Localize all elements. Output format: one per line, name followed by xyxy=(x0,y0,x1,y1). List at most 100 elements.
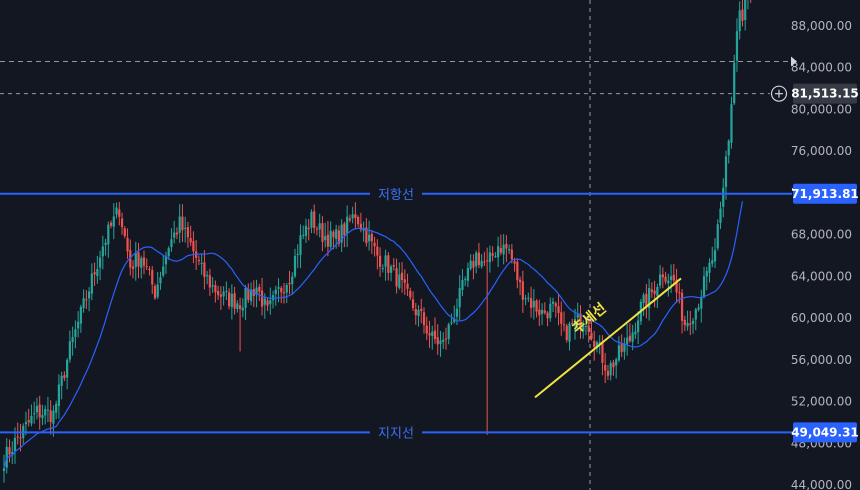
candle-body xyxy=(260,290,264,307)
crosshair-price-badge xyxy=(793,83,857,104)
candle-body xyxy=(395,268,398,287)
candle-body xyxy=(508,249,511,251)
candle-body xyxy=(27,420,30,423)
candle-body xyxy=(689,323,692,325)
candle-body xyxy=(343,223,346,236)
candle-body xyxy=(411,299,415,308)
candle-body xyxy=(661,274,664,278)
candle-body xyxy=(46,409,50,411)
price-marker-arrow-icon xyxy=(791,56,797,67)
price-tick-label: 64,000.00 xyxy=(791,269,852,283)
candle-body xyxy=(68,341,71,360)
candle-body xyxy=(189,238,192,243)
add-alert-plus-icon[interactable] xyxy=(770,85,788,102)
candle-body xyxy=(477,252,481,265)
candle-body xyxy=(129,250,132,268)
candle-body xyxy=(321,223,324,242)
candle-body xyxy=(587,325,590,332)
support-price-value: 49,049.31 xyxy=(791,425,859,439)
candle-body xyxy=(162,266,165,276)
candle-body xyxy=(357,216,360,225)
candle-body xyxy=(719,208,722,223)
candle-body xyxy=(197,259,201,262)
resistance-price-value: 71,913.81 xyxy=(791,187,859,201)
support-label: 지지선 xyxy=(378,426,414,441)
candle-body xyxy=(615,359,618,366)
candle-body xyxy=(560,312,563,324)
candle-body xyxy=(431,331,434,336)
candle-body xyxy=(502,244,505,255)
candle-body xyxy=(351,214,354,219)
candle-body xyxy=(302,234,305,236)
candle-body xyxy=(705,271,708,277)
candle-body xyxy=(258,286,261,292)
candle-body xyxy=(529,298,533,309)
candle-body xyxy=(727,140,730,156)
candle-body xyxy=(159,277,162,284)
candle-body xyxy=(505,243,508,249)
candle-body xyxy=(299,235,302,255)
candle-body xyxy=(620,343,623,353)
crosshair-price-value: 81,513.15 xyxy=(791,87,859,101)
candle-body xyxy=(348,218,351,221)
trend-line[interactable] xyxy=(534,277,682,399)
candle-body xyxy=(131,266,135,270)
candle-body xyxy=(219,294,222,297)
price-axis[interactable]: 44,000.0048,000.0052,000.0056,000.0060,0… xyxy=(791,19,852,490)
candle-body xyxy=(77,321,80,329)
candle-body xyxy=(554,303,557,307)
candle-body xyxy=(318,223,321,230)
candle-body xyxy=(41,415,44,419)
candle-body xyxy=(49,410,52,423)
candle-body xyxy=(716,224,719,249)
candle-body xyxy=(326,234,330,247)
candle-body xyxy=(617,345,621,361)
candle-body xyxy=(642,294,645,303)
candle-body xyxy=(480,260,483,267)
candle-body xyxy=(181,216,184,231)
candle-body xyxy=(609,363,612,376)
candle-body xyxy=(291,276,294,285)
candle-body xyxy=(724,156,728,187)
price-tick-label: 80,000.00 xyxy=(791,102,852,116)
candle-body xyxy=(225,291,228,293)
candle-body xyxy=(11,451,14,455)
candle-body xyxy=(626,337,629,344)
candle-body xyxy=(98,257,102,268)
candle-body xyxy=(211,285,214,287)
candle-body xyxy=(285,285,288,293)
resistance-label: 저항선 xyxy=(378,188,414,203)
price-tick-label: 52,000.00 xyxy=(791,395,852,409)
candle-body xyxy=(288,282,291,285)
candle-body xyxy=(153,285,157,299)
candle-body xyxy=(494,256,497,258)
candle-body xyxy=(175,232,179,235)
candle-body xyxy=(387,255,390,273)
candle-body xyxy=(623,343,626,352)
candle-body xyxy=(192,241,195,252)
candle-body xyxy=(590,332,593,339)
candle-body xyxy=(562,324,566,326)
candle-body xyxy=(733,62,736,104)
candle-body xyxy=(648,287,651,309)
candle-body xyxy=(137,252,140,267)
candle-body xyxy=(557,306,560,313)
candle-body xyxy=(450,322,453,324)
candle-body xyxy=(521,281,524,300)
candle-body xyxy=(304,225,308,236)
candle-body xyxy=(271,295,275,301)
candle-body xyxy=(656,287,659,296)
candle-body xyxy=(19,437,22,439)
candle-body xyxy=(66,359,69,378)
candle-body xyxy=(378,255,382,267)
candle-body xyxy=(206,275,209,277)
candle-body xyxy=(730,104,733,143)
candle-body xyxy=(527,297,530,299)
candle-body xyxy=(38,404,41,418)
candle-body xyxy=(447,324,450,339)
support-label-bg xyxy=(370,423,422,442)
candle-body xyxy=(538,309,541,316)
candle-body xyxy=(115,207,118,215)
